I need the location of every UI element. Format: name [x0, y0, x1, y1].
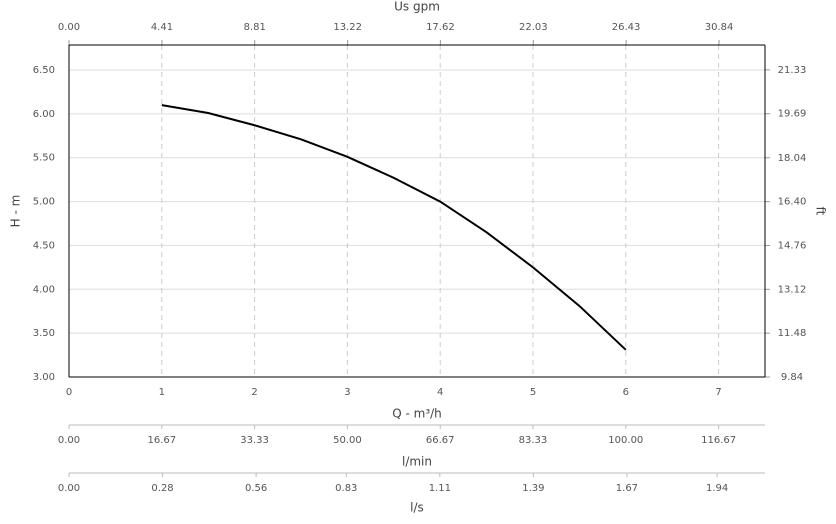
extra-tick-label: 0.00 — [58, 435, 80, 446]
extra-tick-label: 0.28 — [151, 483, 173, 494]
extra-tick-label: 1.39 — [522, 483, 544, 494]
y2-tick-label: 14.76 — [778, 240, 807, 251]
x-tick-label: 0 — [66, 387, 72, 398]
y-axis-title: H - m — [9, 195, 23, 228]
y2-tick-label: 13.12 — [778, 284, 807, 295]
top-tick-label: 17.62 — [426, 22, 455, 33]
y-tick-label: 4.00 — [33, 284, 55, 295]
top-tick-label: 8.81 — [244, 22, 266, 33]
extra-tick-label: 33.33 — [240, 435, 269, 446]
x-axis-title: Q - m³/h — [392, 407, 442, 421]
y-tick-label: 3.50 — [33, 328, 55, 339]
y-tick-label: 5.50 — [33, 153, 55, 164]
top-tick-label: 4.41 — [151, 22, 173, 33]
x-tick-label: 7 — [715, 387, 721, 398]
y2-tick-label: 21.33 — [778, 65, 807, 76]
curve — [161, 104, 627, 351]
y2-tick-label: 11.48 — [778, 328, 807, 339]
x-tick-label: 2 — [251, 387, 257, 398]
extra-axis-title: l/min — [402, 455, 432, 469]
extra-tick-label: 116.67 — [701, 435, 736, 446]
extra-tick-label: 66.67 — [426, 435, 455, 446]
top-tick-label: 0.00 — [58, 22, 80, 33]
x-tick-label: 5 — [530, 387, 536, 398]
y2-tick-label: 9.84 — [781, 372, 803, 383]
y2-tick-label: 19.69 — [778, 109, 807, 120]
extra-tick-label: 1.67 — [616, 483, 638, 494]
y-tick-label: 6.50 — [33, 65, 55, 76]
top-axis-title: Us gpm — [394, 0, 440, 14]
extra-axis-title: l/s — [410, 501, 424, 515]
extra-tick-label: 0.56 — [245, 483, 267, 494]
x-tick-label: 6 — [623, 387, 629, 398]
x-tick-label: 1 — [159, 387, 165, 398]
y2-tick-label: 16.40 — [778, 197, 807, 208]
extra-tick-label: 16.67 — [147, 435, 176, 446]
x-tick-label: 3 — [344, 387, 350, 398]
extra-tick-label: 50.00 — [333, 435, 362, 446]
y2-tick-label: 18.04 — [778, 153, 807, 164]
y-tick-label: 3.00 — [33, 372, 55, 383]
y-tick-label: 4.50 — [33, 240, 55, 251]
extra-tick-label: 1.94 — [706, 483, 728, 494]
top-tick-label: 22.03 — [519, 22, 548, 33]
y2-axis-title: ft — [814, 207, 828, 216]
top-tick-label: 30.84 — [705, 22, 734, 33]
extra-tick-label: 0.83 — [335, 483, 357, 494]
extra-tick-label: 1.11 — [429, 483, 451, 494]
x-tick-label: 4 — [437, 387, 443, 398]
top-tick-label: 26.43 — [612, 22, 641, 33]
top-tick-label: 13.22 — [333, 22, 362, 33]
extra-tick-label: 83.33 — [519, 435, 548, 446]
y-tick-label: 5.00 — [33, 197, 55, 208]
y-tick-label: 6.00 — [33, 109, 55, 120]
extra-tick-label: 100.00 — [608, 435, 643, 446]
extra-tick-label: 0.00 — [58, 483, 80, 494]
